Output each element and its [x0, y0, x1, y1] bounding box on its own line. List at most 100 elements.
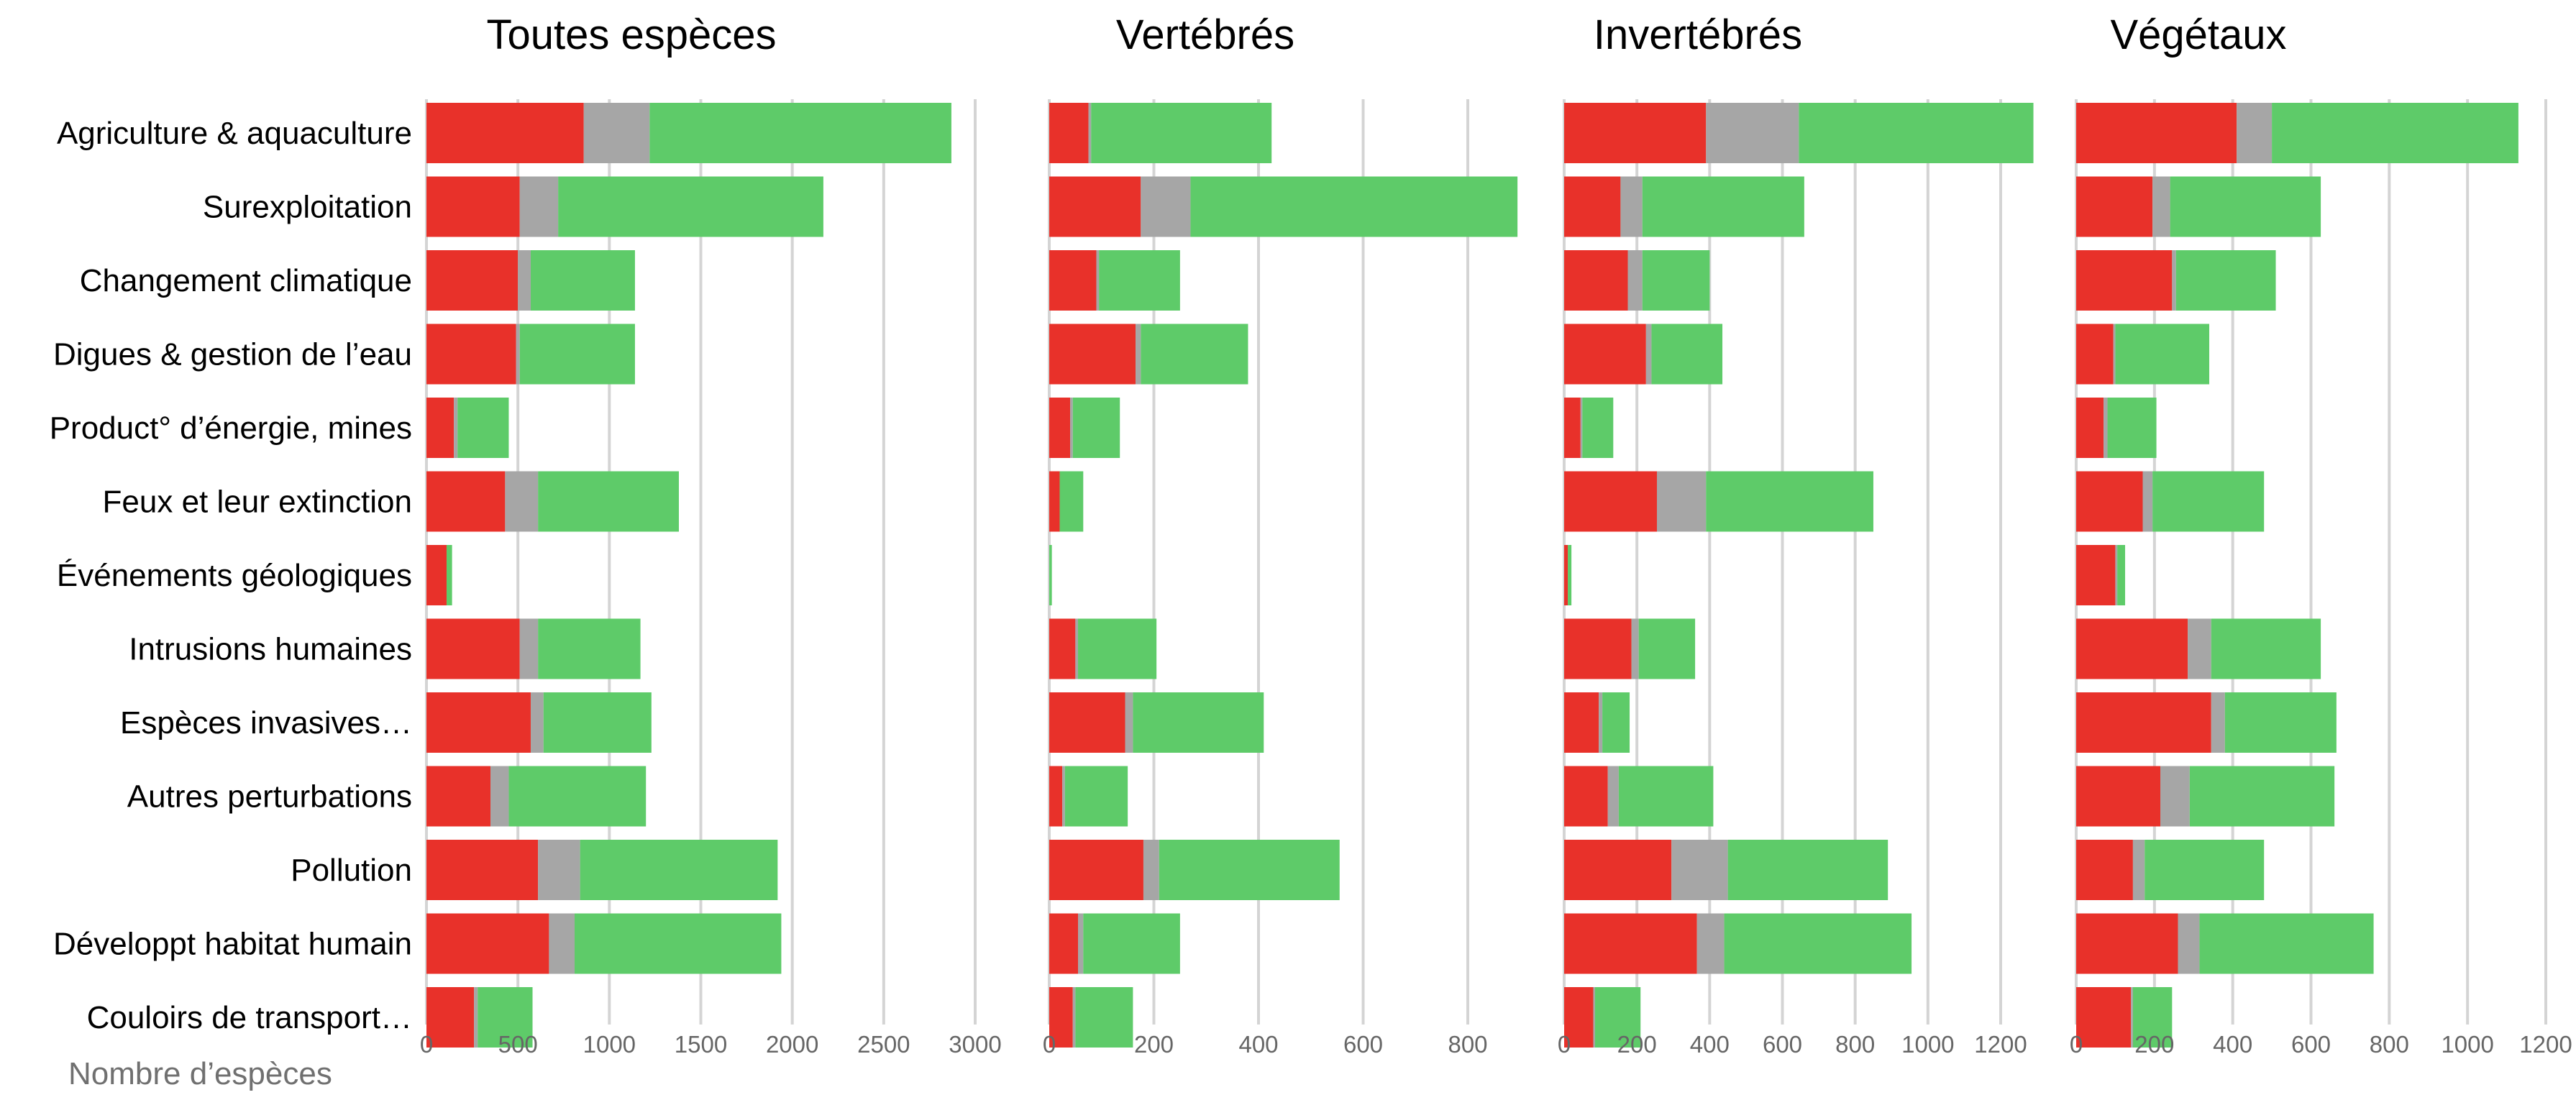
bar-segment	[2076, 545, 2116, 605]
bar-segment	[1190, 176, 1518, 237]
bar-segment	[478, 987, 533, 1048]
bar-segment	[649, 103, 951, 163]
category-label: Agriculture & aquaculture	[57, 116, 412, 151]
bar-segment	[543, 692, 652, 753]
bar-segment	[2160, 766, 2190, 827]
bar-segment	[519, 176, 559, 237]
bar-segment	[1049, 766, 1063, 827]
bar-segment	[549, 913, 575, 974]
bar-segment	[1631, 618, 1639, 679]
category-label: Product° d’énergie, mines	[50, 411, 412, 446]
bar-segment	[1133, 692, 1264, 753]
bar-segment	[1564, 987, 1594, 1048]
bar-segment	[1136, 324, 1141, 385]
bar-segment	[1706, 471, 1873, 532]
bar-segment	[426, 471, 506, 532]
bar-segment	[2113, 324, 2116, 385]
bar-segment	[1049, 692, 1125, 753]
bar-segment	[538, 471, 679, 532]
bar-segment	[1078, 913, 1084, 974]
bar-segment	[1075, 987, 1133, 1048]
bar-segment	[426, 987, 475, 1048]
x-tick-label: 600	[1763, 1031, 1802, 1058]
bar-segment	[580, 840, 778, 900]
bar-segment	[1671, 840, 1728, 900]
bar-segment	[446, 545, 452, 605]
bar-segment	[1568, 545, 1572, 605]
category-label: Pollution	[291, 853, 412, 888]
bar-segment	[2170, 176, 2321, 237]
x-tick-label: 1200	[2519, 1031, 2572, 1058]
x-tick-label: 200	[2134, 1031, 2174, 1058]
bar-segment	[1564, 176, 1621, 237]
bar-segment	[1049, 618, 1076, 679]
bar-segment	[1078, 618, 1157, 679]
bar-segment	[1564, 250, 1628, 311]
bar-segment	[426, 913, 549, 974]
bar-segment	[1594, 987, 1641, 1048]
x-tick-label: 1200	[1974, 1031, 2027, 1058]
bar-segment	[426, 324, 516, 385]
bar-segment	[454, 398, 458, 458]
bar-segment	[1564, 398, 1581, 458]
bar-segment	[516, 324, 520, 385]
x-tick-label: 500	[498, 1031, 538, 1058]
bar-segment	[2076, 176, 2153, 237]
bar-segment	[519, 324, 635, 385]
x-tick-label: 200	[1134, 1031, 1174, 1058]
panel-title: Vertébrés	[1116, 12, 1294, 58]
bar-segment	[1049, 103, 1089, 163]
category-label: Digues & gestion de l’eau	[53, 337, 412, 372]
bar-segment	[1159, 840, 1340, 900]
bar-segment	[2104, 398, 2108, 458]
bar-segment	[1593, 987, 1595, 1048]
bar-segment	[1091, 103, 1272, 163]
bar-segment	[2237, 103, 2273, 163]
bar-segment	[1627, 250, 1643, 311]
bar-segment	[426, 176, 520, 237]
bar-segment	[2076, 471, 2143, 532]
bar-segment	[490, 766, 509, 827]
category-label: Espèces invasives…	[120, 705, 412, 741]
x-tick-label: 2000	[766, 1031, 818, 1058]
x-tick-label: 800	[1835, 1031, 1875, 1058]
x-tick-label: 600	[1343, 1031, 1383, 1058]
x-tick-label: 400	[1238, 1031, 1278, 1058]
bar-segment	[426, 103, 584, 163]
x-tick-label: 1000	[1901, 1031, 1954, 1058]
bar-segment	[2211, 618, 2321, 679]
bar-segment	[583, 103, 650, 163]
bar-segment	[1564, 766, 1608, 827]
x-tick-label: 2500	[857, 1031, 910, 1058]
x-tick-label: 600	[2291, 1031, 2331, 1058]
bar-segment	[2076, 840, 2133, 900]
bar-segment	[1620, 176, 1643, 237]
bar-segment	[519, 618, 539, 679]
bar-segment	[1564, 103, 1707, 163]
x-tick-label: 0	[1043, 1031, 1056, 1058]
bar-segment	[1651, 324, 1723, 385]
bars	[426, 103, 2518, 1048]
category-label: Autres perturbations	[127, 779, 412, 815]
category-label: Intrusions humaines	[129, 632, 412, 667]
bar-segment	[1656, 471, 1707, 532]
bar-segment	[2152, 471, 2265, 532]
bar-segment	[538, 840, 580, 900]
bar-segment	[1143, 840, 1159, 900]
category-label: Couloirs de transport…	[87, 1000, 412, 1035]
bar-segment	[2076, 250, 2173, 311]
x-tick-label: 800	[2370, 1031, 2409, 1058]
category-label: Surexploitation	[203, 190, 412, 225]
bar-segment	[1088, 103, 1092, 163]
bar-segment	[1696, 913, 1725, 974]
bar-segment	[2132, 987, 2173, 1048]
bar-segment	[2076, 913, 2178, 974]
bar-segment	[1564, 692, 1599, 753]
bar-segment	[1706, 103, 1799, 163]
panel-title: Végétaux	[2110, 12, 2286, 58]
bar-segment	[1049, 987, 1073, 1048]
bar-segment	[1072, 987, 1076, 1048]
bar-segment	[2188, 618, 2211, 679]
bar-segment	[1099, 250, 1180, 311]
